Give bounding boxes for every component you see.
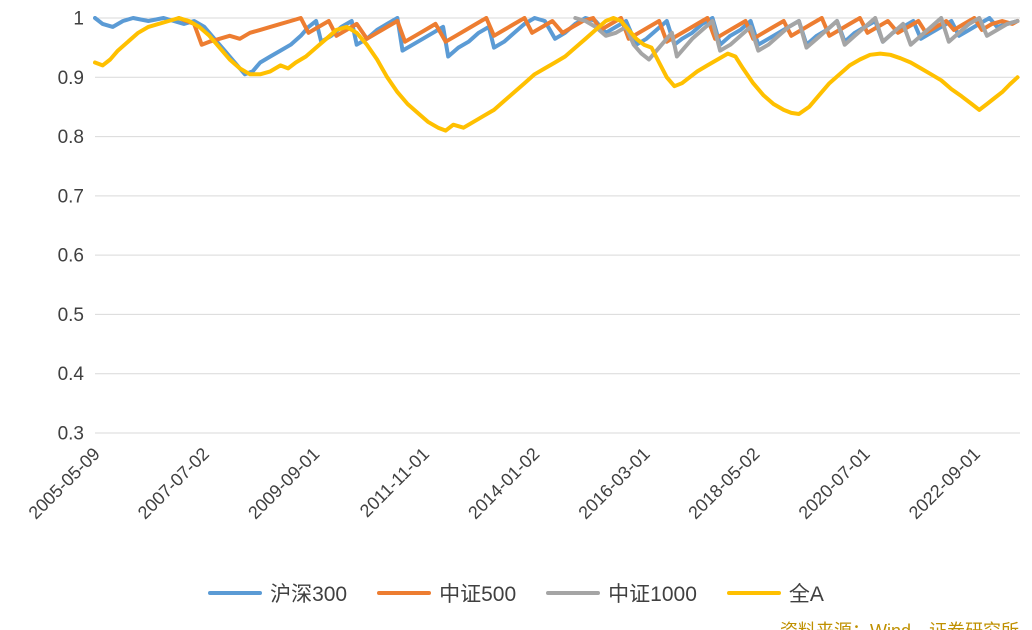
legend-swatch-3 — [726, 590, 781, 596]
x-tick-label: 2005-05-09 — [25, 444, 104, 523]
y-tick-label: 1 — [73, 9, 84, 30]
source-note: 资料来源：Wind，证券研究所 — [780, 617, 1019, 630]
legend-item-1: 中证500 — [377, 578, 516, 608]
legend-swatch-1 — [377, 590, 432, 596]
legend: 沪深300 中证500 中证1000 全A — [0, 578, 1032, 608]
x-axis-labels: 2005-05-09 2007-07-02 2009-09-01 2011-11-01… — [25, 444, 985, 523]
x-tick-label: 2007-07-02 — [134, 444, 213, 523]
source-note-text: 资料来源：Wind，证券研究所 — [780, 621, 1019, 630]
legend-item-3: 全A — [726, 578, 824, 608]
series-line-3 — [93, 16, 1020, 133]
legend-item-0: 沪深300 — [208, 578, 347, 608]
x-tick-label: 2011-11-01 — [356, 444, 433, 521]
y-tick-label: 0.7 — [58, 186, 84, 207]
series-line-2 — [573, 16, 1020, 62]
x-tick-label: 2016-03-01 — [574, 444, 653, 523]
x-tick-label: 2022-09-01 — [905, 444, 984, 523]
legend-label-0: 沪深300 — [270, 583, 348, 606]
legend-swatch-2 — [546, 590, 601, 596]
legend-item-2: 中证1000 — [546, 578, 697, 608]
y-tick-label: 0.5 — [58, 305, 84, 326]
y-tick-label: 0.9 — [58, 68, 84, 89]
y-tick-label: 0.4 — [58, 364, 85, 385]
x-tick-label: 2020-07-01 — [795, 444, 874, 523]
gridlines: 1 0.9 0.8 0.7 0.6 0.5 0.4 0.3 — [58, 9, 1020, 445]
x-tick-label: 2009-09-01 — [244, 444, 323, 523]
legend-label-1: 中证500 — [439, 583, 517, 606]
legend-label-2: 中证1000 — [608, 583, 697, 606]
y-tick-label: 0.6 — [58, 246, 84, 267]
legend-label-3: 全A — [788, 583, 824, 606]
y-tick-label: 0.8 — [58, 127, 84, 148]
x-tick-label: 2018-05-02 — [684, 444, 763, 523]
legend-swatch-0 — [208, 590, 263, 596]
x-tick-label: 2014-01-02 — [464, 444, 543, 523]
y-tick-label: 0.3 — [58, 424, 84, 445]
